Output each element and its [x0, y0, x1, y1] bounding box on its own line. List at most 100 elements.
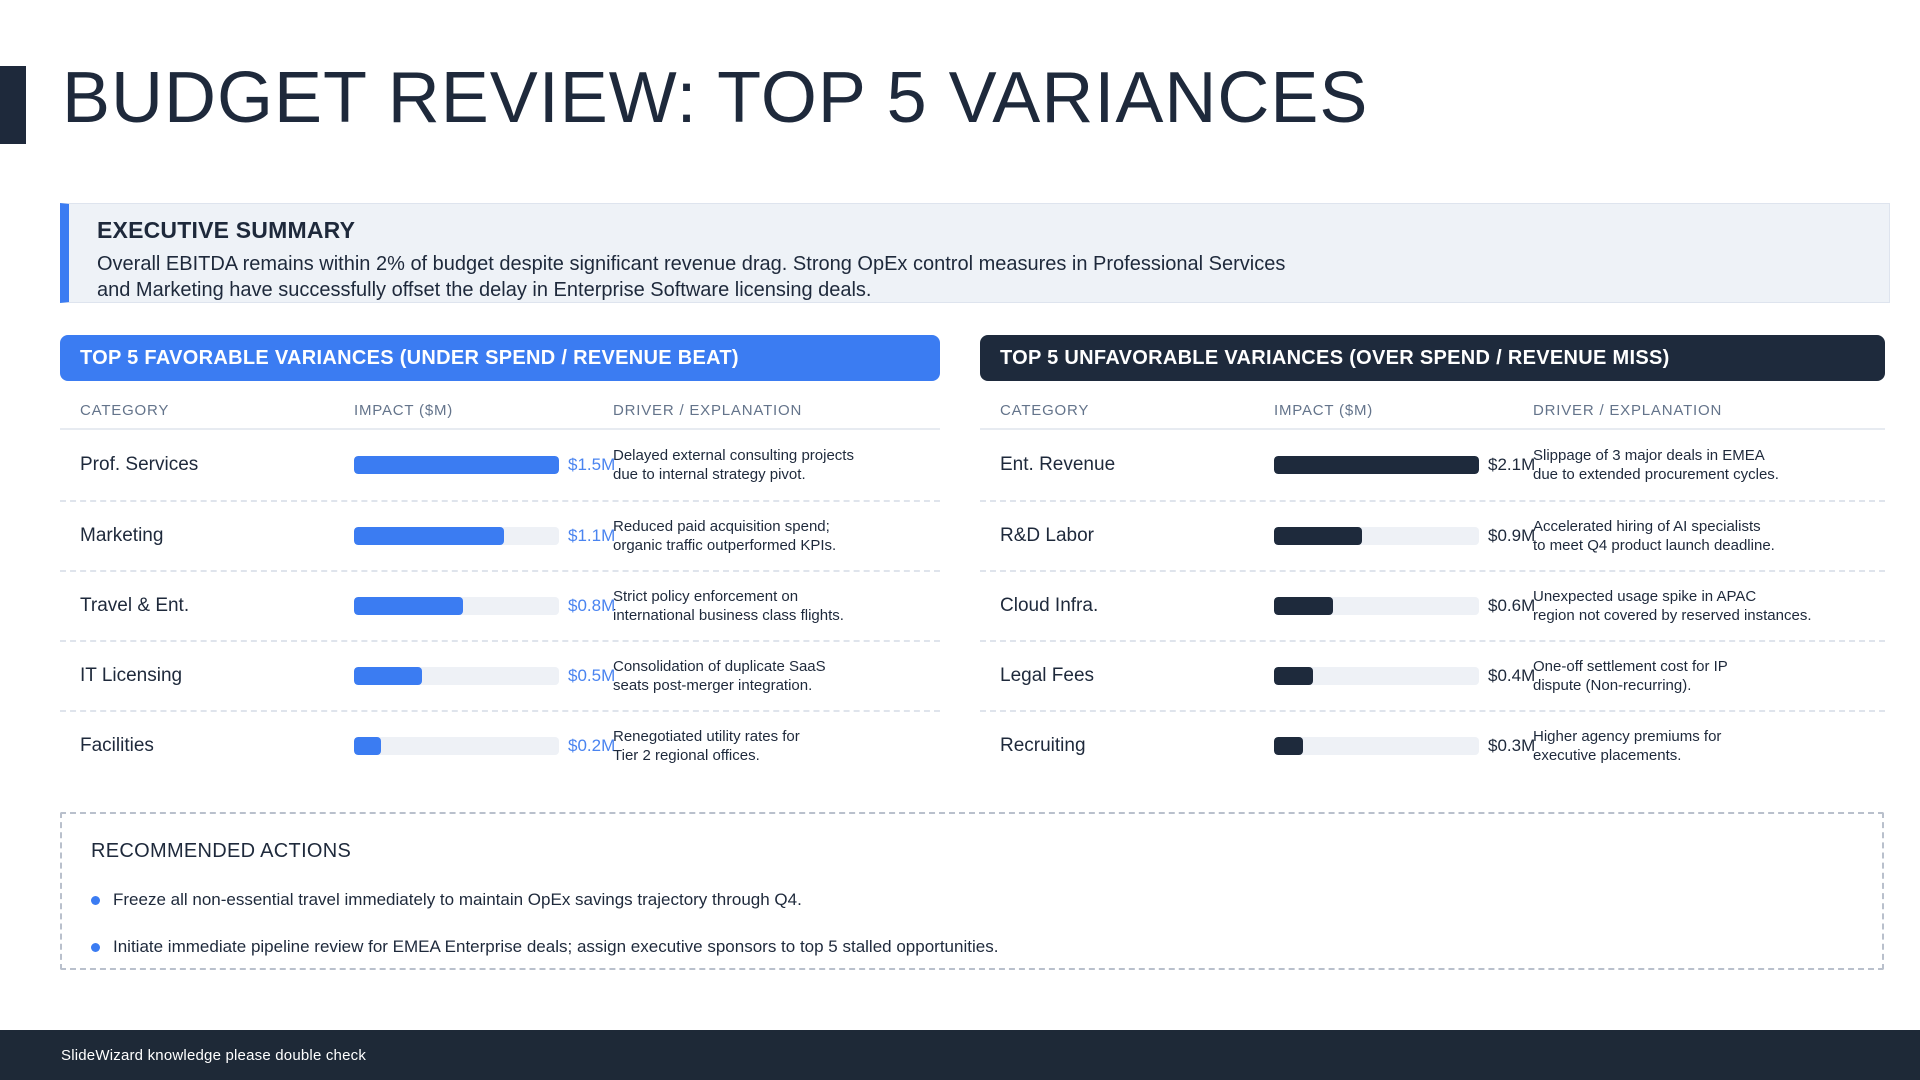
table-row: Recruiting $0.3M Higher agency premiums …	[980, 710, 1885, 780]
favorable-column-headers: CATEGORY IMPACT ($M) DRIVER / EXPLANATIO…	[60, 381, 940, 430]
impact-bar-track	[354, 737, 559, 755]
driver-line1: Unexpected usage spike in APAC	[1533, 587, 1757, 605]
executive-summary-line1: Overall EBITDA remains within 2% of budg…	[97, 253, 1286, 275]
action-item: Initiate immediate pipeline review for E…	[91, 937, 1882, 957]
executive-summary-panel: EXECUTIVE SUMMARY Overall EBITDA remains…	[60, 203, 1890, 303]
row-driver: Consolidation of duplicate SaaS seats po…	[613, 657, 920, 695]
row-driver: Delayed external consulting projects due…	[613, 446, 920, 484]
impact-bar-track	[1274, 667, 1479, 685]
table-row: Facilities $0.2M Renegotiated utility ra…	[60, 710, 940, 780]
row-category: Prof. Services	[80, 454, 199, 475]
row-driver: Renegotiated utility rates for Tier 2 re…	[613, 727, 920, 765]
impact-bar-fill	[1274, 597, 1333, 615]
impact-bar-fill	[1274, 456, 1479, 474]
action-text: Initiate immediate pipeline review for E…	[113, 937, 999, 956]
row-category: Recruiting	[1000, 735, 1086, 756]
impact-value: $2.1M	[1488, 455, 1536, 474]
impact-value: $0.9M	[1488, 526, 1536, 545]
driver-line1: Consolidation of duplicate SaaS	[613, 657, 826, 675]
table-row: Ent. Revenue $2.1M Slippage of 3 major d…	[980, 430, 1885, 500]
impact-bar-fill	[354, 667, 423, 685]
driver-line1: Renegotiated utility rates for	[613, 727, 800, 745]
impact-bar-fill	[1274, 737, 1304, 755]
executive-summary-title: EXECUTIVE SUMMARY	[97, 217, 356, 243]
driver-line1: Delayed external consulting projects	[613, 446, 854, 464]
impact-bar-track	[1274, 456, 1479, 474]
footer-bar: SlideWizard knowledge please double chec…	[0, 1030, 1920, 1080]
table-row: Travel & Ent. $0.8M Strict policy enforc…	[60, 570, 940, 640]
driver-line1: One-off settlement cost for IP	[1533, 657, 1728, 675]
page-title: BUDGET REVIEW: TOP 5 VARIANCES	[62, 58, 1369, 138]
driver-line2: due to extended procurement cycles.	[1533, 466, 1779, 483]
row-category: Ent. Revenue	[1000, 454, 1116, 475]
driver-line2: organic traffic outperformed KPIs.	[613, 537, 837, 554]
driver-line1: Slippage of 3 major deals in EMEA	[1533, 446, 1765, 464]
row-category: Marketing	[80, 525, 164, 546]
row-category: IT Licensing	[80, 665, 183, 686]
impact-bar-track	[354, 527, 559, 545]
bullet-icon	[91, 895, 100, 905]
favorable-table-header: TOP 5 FAVORABLE VARIANCES (UNDER SPEND /…	[60, 335, 940, 381]
unfavorable-table-header: TOP 5 UNFAVORABLE VARIANCES (OVER SPEND …	[980, 335, 1885, 381]
column-header-category: CATEGORY	[1000, 402, 1090, 419]
impact-value: $1.5M	[568, 455, 616, 474]
driver-line2: Tier 2 regional offices.	[613, 747, 760, 764]
action-item: Freeze all non-essential travel immediat…	[91, 890, 1882, 910]
executive-summary-line2: and Marketing have successfully offset t…	[97, 279, 872, 302]
impact-value: $0.6M	[1488, 596, 1536, 615]
impact-value: $0.8M	[568, 596, 616, 615]
row-category: Travel & Ent.	[80, 595, 190, 616]
impact-bar-fill	[1274, 667, 1313, 685]
row-driver: Slippage of 3 major deals in EMEA due to…	[1533, 446, 1865, 484]
driver-line2: to meet Q4 product launch deadline.	[1533, 537, 1775, 554]
table-row: Cloud Infra. $0.6M Unexpected usage spik…	[980, 570, 1885, 640]
impact-bar-fill	[354, 597, 464, 615]
driver-line1: Strict policy enforcement on	[613, 587, 799, 605]
row-category: Facilities	[80, 735, 154, 756]
favorable-variances-table: TOP 5 FAVORABLE VARIANCES (UNDER SPEND /…	[60, 335, 940, 780]
row-driver: One-off settlement cost for IP dispute (…	[1533, 657, 1865, 695]
row-category: Legal Fees	[1000, 665, 1095, 686]
table-row: Legal Fees $0.4M One-off settlement cost…	[980, 640, 1885, 710]
driver-line2: seats post-merger integration.	[613, 677, 813, 694]
impact-bar-fill	[354, 527, 505, 545]
footer-note: SlideWizard knowledge please double chec…	[61, 1046, 367, 1064]
driver-line2: due to internal strategy pivot.	[613, 466, 806, 483]
driver-line1: Accelerated hiring of AI specialists	[1533, 517, 1761, 535]
executive-summary-body: Overall EBITDA remains within 2% of budg…	[97, 251, 1889, 304]
impact-bar-fill	[1274, 527, 1362, 545]
recommended-actions-title: RECOMMENDED ACTIONS	[91, 840, 352, 862]
driver-line1: Reduced paid acquisition spend;	[613, 517, 830, 535]
column-header-driver: DRIVER / EXPLANATION	[1533, 402, 1723, 419]
impact-bar-fill	[354, 737, 382, 755]
table-row: IT Licensing $0.5M Consolidation of dupl…	[60, 640, 940, 710]
impact-value: $1.1M	[568, 526, 616, 545]
impact-bar-fill	[354, 456, 559, 474]
column-header-impact: IMPACT ($M)	[354, 402, 454, 419]
impact-bar-track	[1274, 737, 1479, 755]
row-driver: Higher agency premiums for executive pla…	[1533, 727, 1865, 765]
impact-value: $0.2M	[568, 736, 616, 755]
driver-line1: Higher agency premiums for	[1533, 727, 1722, 745]
table-row: Prof. Services $1.5M Delayed external co…	[60, 430, 940, 500]
table-row: R&D Labor $0.9M Accelerated hiring of AI…	[980, 500, 1885, 570]
driver-line2: international business class flights.	[613, 607, 844, 624]
unfavorable-variances-table: TOP 5 UNFAVORABLE VARIANCES (OVER SPEND …	[980, 335, 1885, 780]
row-category: R&D Labor	[1000, 525, 1094, 546]
row-category: Cloud Infra.	[1000, 595, 1099, 616]
driver-line2: executive placements.	[1533, 747, 1682, 764]
impact-bar-track	[1274, 527, 1479, 545]
impact-value: $0.3M	[1488, 736, 1536, 755]
driver-line2: dispute (Non-recurring).	[1533, 677, 1692, 694]
row-driver: Reduced paid acquisition spend; organic …	[613, 517, 920, 555]
impact-value: $0.5M	[568, 666, 616, 685]
row-driver: Strict policy enforcement on internation…	[613, 587, 920, 625]
action-text: Freeze all non-essential travel immediat…	[113, 890, 802, 909]
row-driver: Unexpected usage spike in APAC region no…	[1533, 587, 1865, 625]
impact-bar-track	[354, 456, 559, 474]
column-header-driver: DRIVER / EXPLANATION	[613, 402, 803, 419]
title-accent-bar	[0, 66, 26, 144]
column-header-impact: IMPACT ($M)	[1274, 402, 1374, 419]
row-driver: Accelerated hiring of AI specialists to …	[1533, 517, 1865, 555]
bullet-icon	[91, 942, 100, 952]
